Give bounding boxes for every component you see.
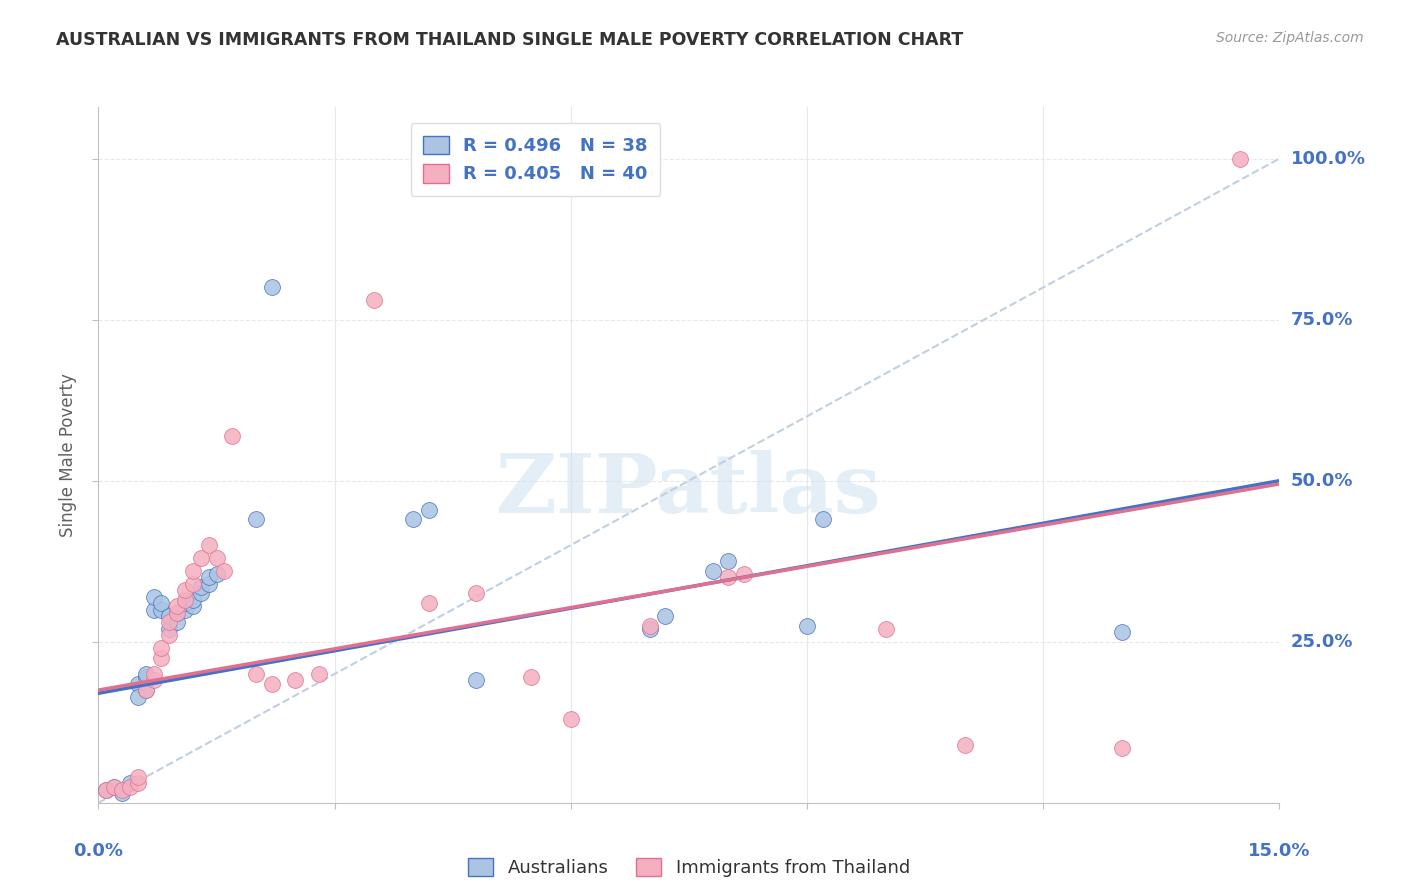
Y-axis label: Single Male Poverty: Single Male Poverty (59, 373, 77, 537)
Point (190, 580, 212, 594)
Point (418, 596, 440, 610)
Point (418, 502, 440, 516)
Point (702, 564, 724, 578)
Point (174, 592, 197, 607)
Point (103, 780, 125, 794)
Point (260, 280, 283, 294)
Text: 50.0%: 50.0% (1291, 472, 1353, 490)
Text: 15.0%: 15.0% (1249, 842, 1310, 860)
Point (190, 586, 212, 600)
Point (111, 783, 134, 797)
Point (214, 564, 236, 578)
Point (465, 586, 488, 600)
Point (181, 592, 204, 607)
Point (135, 683, 157, 698)
Point (308, 667, 330, 681)
Point (1111, 625, 1133, 640)
Point (150, 596, 173, 610)
Point (103, 780, 125, 794)
Point (245, 512, 267, 526)
Point (654, 609, 676, 624)
Point (127, 690, 149, 704)
Point (197, 570, 219, 584)
Text: AUSTRALIAN VS IMMIGRANTS FROM THAILAND SINGLE MALE POVERTY CORRELATION CHART: AUSTRALIAN VS IMMIGRANTS FROM THAILAND S… (56, 31, 963, 49)
Point (135, 683, 157, 698)
Point (127, 770, 149, 784)
Point (560, 712, 582, 726)
Point (118, 780, 141, 794)
Point (157, 615, 180, 630)
Point (166, 615, 188, 630)
Point (221, 428, 243, 442)
Point (205, 551, 228, 566)
Point (142, 673, 165, 688)
Point (953, 738, 976, 752)
Point (135, 667, 157, 681)
Point (157, 628, 180, 642)
Point (190, 551, 212, 566)
Point (181, 599, 204, 614)
Point (181, 564, 204, 578)
Text: ZIPatlas: ZIPatlas (496, 450, 882, 530)
Point (197, 576, 219, 591)
Point (875, 622, 897, 636)
Point (127, 776, 149, 790)
Point (363, 293, 385, 308)
Point (796, 618, 818, 632)
Point (717, 554, 740, 568)
Point (118, 776, 141, 790)
Point (181, 576, 204, 591)
Point (157, 622, 180, 636)
Point (174, 602, 197, 616)
Point (150, 602, 173, 616)
Point (111, 786, 134, 800)
Point (402, 512, 425, 526)
Point (520, 670, 543, 684)
Point (174, 583, 197, 598)
Text: Source: ZipAtlas.com: Source: ZipAtlas.com (1216, 31, 1364, 45)
Point (166, 599, 188, 614)
Point (150, 651, 173, 665)
Point (197, 538, 219, 552)
Point (135, 670, 157, 684)
Point (260, 676, 283, 690)
Point (638, 622, 661, 636)
Text: 25.0%: 25.0% (1291, 632, 1353, 651)
Point (96, 783, 118, 797)
Point (245, 667, 267, 681)
Point (811, 512, 834, 526)
Point (733, 567, 755, 582)
Point (166, 606, 188, 620)
Point (717, 570, 740, 584)
Point (1111, 741, 1133, 756)
Point (142, 602, 165, 616)
Point (150, 641, 173, 656)
Text: 0.0%: 0.0% (73, 842, 124, 860)
Point (127, 676, 149, 690)
Point (205, 567, 228, 582)
Point (157, 609, 180, 624)
Point (465, 673, 488, 688)
Point (1229, 152, 1251, 166)
Point (638, 618, 661, 632)
Legend: Australians, Immigrants from Thailand: Australians, Immigrants from Thailand (461, 850, 917, 884)
Point (174, 596, 197, 610)
Point (142, 667, 165, 681)
Point (142, 590, 165, 604)
Point (284, 673, 307, 688)
Text: 100.0%: 100.0% (1291, 150, 1365, 168)
Point (96, 783, 118, 797)
Point (166, 606, 188, 620)
Text: 75.0%: 75.0% (1291, 310, 1353, 328)
